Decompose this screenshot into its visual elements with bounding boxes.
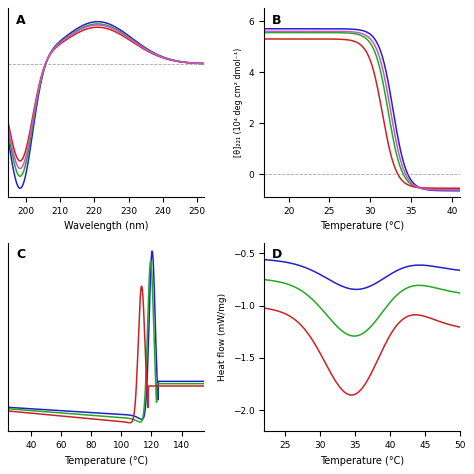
- Y-axis label: Heat flow (mW/mg): Heat flow (mW/mg): [218, 293, 227, 381]
- Text: C: C: [16, 248, 25, 261]
- Y-axis label: [θ]₂₂₁ (10⁴ deg cm² dmol⁻¹): [θ]₂₂₁ (10⁴ deg cm² dmol⁻¹): [234, 48, 243, 157]
- Text: A: A: [16, 14, 26, 27]
- X-axis label: Temperature (°C): Temperature (°C): [320, 456, 404, 465]
- Text: D: D: [272, 248, 282, 261]
- X-axis label: Wavelength (nm): Wavelength (nm): [64, 221, 148, 231]
- Text: B: B: [272, 14, 282, 27]
- X-axis label: Temperature (°C): Temperature (°C): [320, 221, 404, 231]
- X-axis label: Temperature (°C): Temperature (°C): [64, 456, 148, 465]
